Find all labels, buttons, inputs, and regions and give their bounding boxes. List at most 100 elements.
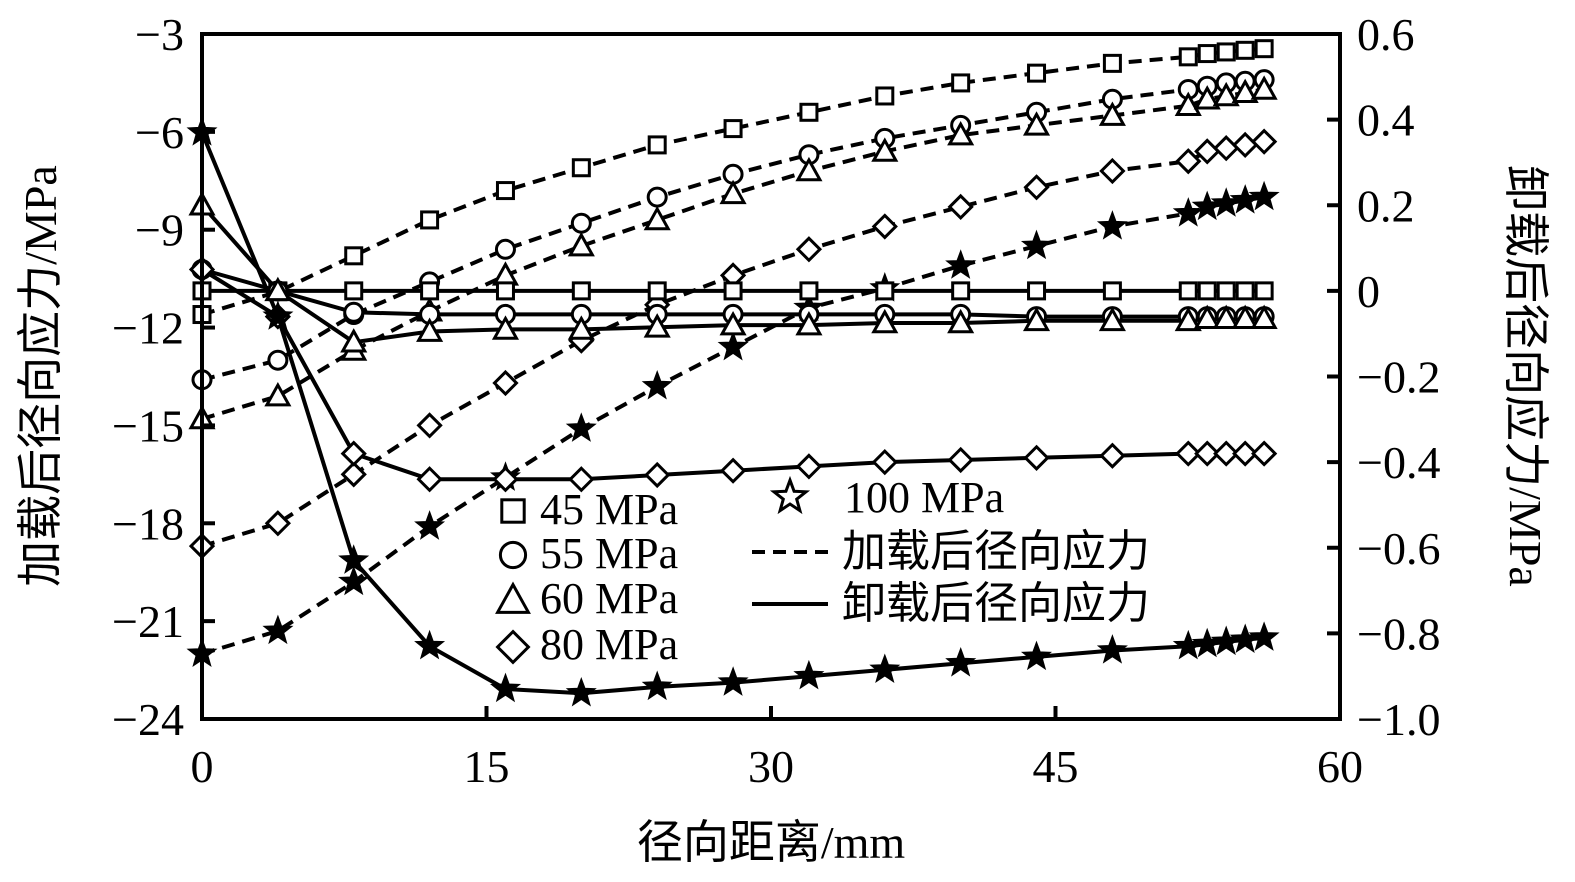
point-unloaded-100-mpa [1096, 634, 1128, 664]
legend-label-80-mpa: 80 MPa [540, 620, 678, 669]
point-unloaded-45-mpa [420, 281, 440, 301]
point-loaded-45-mpa [344, 246, 364, 266]
axes: 0 15 30 45 60 −3 −6 −9 −12 −15 −18 −21 −24 0.6 0.4 0.2 0… [112, 9, 1440, 792]
point-loaded-60-mpa [719, 179, 747, 205]
point-loaded-80-mpa [416, 412, 443, 439]
y-right-tick-label: −0.2 [1357, 352, 1440, 403]
point-loaded-100-mpa [1210, 187, 1242, 217]
point-loaded-80-mpa [1232, 131, 1259, 159]
legend-diamond-icon [495, 629, 531, 665]
point-unloaded-80-mpa [644, 461, 671, 489]
x-tick-label: 60 [1317, 741, 1363, 792]
point-unloaded-100-mpa [869, 653, 901, 683]
point-unloaded-100-mpa [1210, 625, 1242, 656]
point-unloaded-80-mpa [719, 457, 747, 484]
point-loaded-45-mpa [1102, 53, 1122, 73]
point-loaded-60-mpa [643, 205, 671, 231]
point-unloaded-80-mpa [340, 440, 367, 467]
point-unloaded-45-mpa [723, 281, 743, 301]
point-loaded-80-mpa [871, 213, 898, 240]
x-tick-label: 30 [748, 741, 794, 792]
legend-label-100-mpa: 100 MPa [844, 473, 1004, 522]
point-unloaded-60-mpa [416, 317, 444, 342]
point-loaded-80-mpa [1175, 148, 1202, 175]
point-loaded-100-mpa [1096, 210, 1128, 240]
point-unloaded-80-mpa [1213, 440, 1240, 467]
point-loaded-55-mpa [646, 186, 668, 208]
point-loaded-60-mpa [1231, 78, 1259, 104]
point-unloaded-100-mpa [414, 629, 446, 660]
point-loaded-55-mpa [570, 212, 592, 234]
point-unloaded-60-mpa [1250, 304, 1278, 330]
y-left-tick-label: −3 [135, 9, 184, 60]
point-loaded-80-mpa [1251, 128, 1278, 155]
point-loaded-100-mpa [641, 369, 673, 400]
point-loaded-45-mpa [1178, 47, 1198, 67]
point-loaded-45-mpa [1027, 63, 1047, 83]
y-left-tick-label: −18 [112, 498, 184, 549]
point-loaded-45-mpa [875, 86, 895, 106]
point-unloaded-80-mpa [1175, 440, 1202, 467]
point-unloaded-80-mpa [416, 466, 443, 493]
point-unloaded-80-mpa [1194, 440, 1221, 467]
point-loaded-100-mpa [717, 330, 749, 361]
legend-marker-60-mpa [495, 581, 531, 614]
point-loaded-60-mpa [795, 156, 823, 182]
point-unloaded-45-mpa [1235, 281, 1255, 301]
point-unloaded-100-mpa [641, 670, 673, 701]
point-loaded-100-mpa [1229, 184, 1261, 214]
point-unloaded-45-mpa [1027, 281, 1047, 301]
point-loaded-80-mpa [1023, 174, 1050, 201]
point-unloaded-45-mpa [1102, 281, 1122, 301]
series-line-unloaded-80-mpa [200, 267, 1265, 482]
point-unloaded-60-mpa [1022, 306, 1051, 332]
point-loaded-80-mpa [947, 193, 974, 221]
point-unloaded-60-mpa [1212, 304, 1240, 330]
point-loaded-60-mpa [871, 137, 899, 162]
point-loaded-80-mpa [340, 461, 367, 488]
point-unloaded-45-mpa [799, 281, 819, 301]
y-left-tick-label: −21 [112, 596, 184, 647]
point-loaded-60-mpa [264, 381, 292, 407]
point-loaded-60-mpa [1022, 111, 1051, 136]
point-unloaded-60-mpa [795, 311, 823, 336]
point-unloaded-100-mpa [565, 676, 597, 707]
point-loaded-60-mpa [1193, 85, 1221, 110]
point-unloaded-60-mpa [264, 276, 292, 302]
point-unloaded-45-mpa [1216, 281, 1236, 301]
point-unloaded-100-mpa [945, 646, 977, 677]
point-unloaded-80-mpa [568, 466, 595, 493]
point-unloaded-45-mpa [1178, 281, 1198, 301]
point-unloaded-45-mpa [344, 281, 364, 301]
point-loaded-80-mpa [492, 369, 519, 397]
point-unloaded-100-mpa [1172, 629, 1204, 660]
point-loaded-45-mpa [1235, 40, 1255, 60]
point-unloaded-60-mpa [1174, 306, 1202, 332]
point-unloaded-80-mpa [492, 466, 519, 493]
point-unloaded-80-mpa [795, 453, 823, 480]
plot-frame [200, 32, 1342, 721]
point-unloaded-45-mpa [571, 281, 591, 301]
point-unloaded-60-mpa [567, 315, 595, 340]
point-loaded-60-mpa [1098, 101, 1126, 126]
y-right-tick-label: −1.0 [1357, 694, 1440, 745]
point-unloaded-100-mpa [793, 659, 825, 690]
point-unloaded-80-mpa [871, 449, 898, 476]
point-unloaded-60-mpa [871, 308, 899, 334]
point-unloaded-60-mpa [643, 313, 671, 338]
legend-triangle-icon [495, 581, 531, 614]
y-right-tick-label: −0.8 [1357, 608, 1440, 659]
point-loaded-100-mpa [1191, 190, 1223, 221]
y-left-tick-label: −24 [112, 694, 184, 745]
point-unloaded-45-mpa [951, 281, 971, 301]
point-unloaded-60-mpa [1098, 306, 1126, 332]
legend-square-icon [500, 498, 526, 524]
point-loaded-100-mpa [1020, 229, 1052, 260]
point-unloaded-60-mpa [719, 311, 747, 336]
point-unloaded-100-mpa [338, 544, 370, 574]
legend-marker-100-mpa [769, 475, 811, 515]
point-loaded-45-mpa [799, 102, 819, 122]
y-axis-right-title: 卸载后径向应力/MPa [1500, 165, 1551, 587]
point-loaded-45-mpa [951, 73, 971, 93]
y-right-tick-label: 0 [1357, 266, 1380, 317]
